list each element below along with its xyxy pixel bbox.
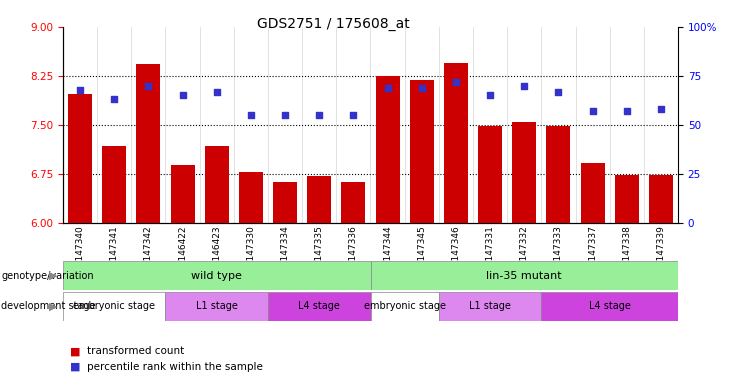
Bar [546, 126, 571, 223]
Bar [68, 94, 92, 223]
Point [655, 106, 667, 112]
Bar [205, 146, 229, 223]
Point [382, 84, 393, 91]
Bar [649, 175, 673, 223]
Text: ▶: ▶ [49, 301, 57, 311]
Point [587, 108, 599, 114]
Point [416, 84, 428, 91]
Text: wild type: wild type [191, 270, 242, 281]
Text: development stage: development stage [1, 301, 96, 311]
Text: ■: ■ [70, 362, 81, 372]
Point [450, 79, 462, 85]
Text: embryonic stage: embryonic stage [73, 301, 155, 311]
Bar [370, 292, 439, 321]
Bar [239, 172, 263, 223]
Point [279, 112, 291, 118]
Bar [615, 175, 639, 223]
Point [142, 83, 154, 89]
Bar [342, 182, 365, 223]
Point [74, 86, 86, 93]
Point [210, 88, 222, 94]
Point [518, 83, 530, 89]
Text: L4 stage: L4 stage [589, 301, 631, 311]
Text: ▶: ▶ [49, 270, 57, 281]
Point [245, 112, 257, 118]
Bar [63, 292, 165, 321]
Point [176, 92, 188, 98]
Bar [444, 63, 468, 223]
Point [621, 108, 633, 114]
Bar [439, 292, 542, 321]
Point [313, 112, 325, 118]
Point [108, 96, 120, 103]
Text: percentile rank within the sample: percentile rank within the sample [87, 362, 262, 372]
Bar [376, 76, 399, 223]
Point [484, 92, 496, 98]
Point [553, 88, 565, 94]
Bar [581, 163, 605, 223]
Bar [136, 64, 160, 223]
Text: lin-35 mutant: lin-35 mutant [486, 270, 562, 281]
Bar [512, 121, 536, 223]
Bar [170, 165, 195, 223]
Bar [273, 182, 297, 223]
Text: genotype/variation: genotype/variation [1, 270, 94, 281]
Bar [268, 292, 370, 321]
Bar [478, 126, 502, 223]
Text: L1 stage: L1 stage [469, 301, 511, 311]
Bar [63, 261, 370, 290]
Text: embryonic stage: embryonic stage [364, 301, 445, 311]
Bar [102, 146, 126, 223]
Bar [308, 176, 331, 223]
Bar [370, 261, 678, 290]
Bar [542, 292, 678, 321]
Text: L4 stage: L4 stage [299, 301, 340, 311]
Text: GDS2751 / 175608_at: GDS2751 / 175608_at [257, 17, 410, 31]
Point [348, 112, 359, 118]
Bar [165, 292, 268, 321]
Text: transformed count: transformed count [87, 346, 184, 356]
Bar [410, 80, 433, 223]
Text: L1 stage: L1 stage [196, 301, 238, 311]
Text: ■: ■ [70, 346, 81, 356]
